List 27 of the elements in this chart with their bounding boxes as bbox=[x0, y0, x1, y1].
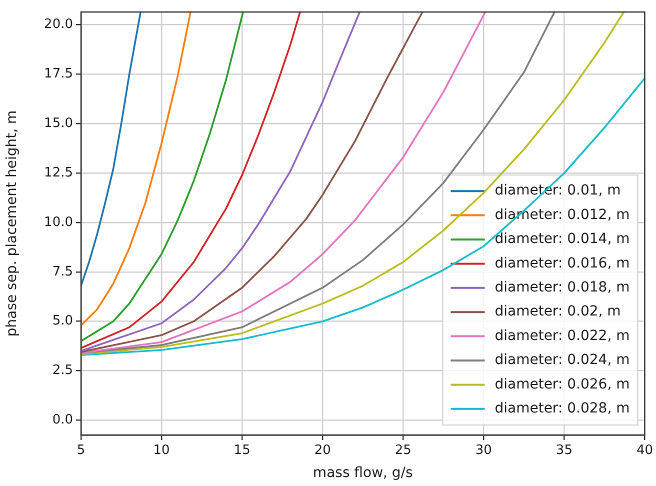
legend-label: diameter: 0.018, m bbox=[494, 280, 630, 296]
legend-label: diameter: 0.026, m bbox=[494, 376, 630, 392]
x-tick-label: 10 bbox=[153, 443, 170, 458]
legend-label: diameter: 0.024, m bbox=[494, 352, 630, 368]
x-axis-title: mass flow, g/s bbox=[312, 465, 413, 482]
y-tick-label: 2.5 bbox=[52, 363, 73, 378]
y-tick-label: 17.5 bbox=[44, 66, 73, 82]
legend-label: diameter: 0.022, m bbox=[494, 328, 630, 344]
x-tick-label: 35 bbox=[556, 443, 572, 458]
x-tick-label: 20 bbox=[314, 443, 331, 458]
y-tick-label: 20.0 bbox=[44, 17, 73, 32]
y-tick-label: 5.0 bbox=[52, 314, 73, 329]
y-tick-label: 7.5 bbox=[52, 264, 73, 280]
y-tick-label: 0.0 bbox=[52, 412, 73, 428]
x-tick-label: 25 bbox=[394, 443, 412, 458]
legend-label: diameter: 0.02, m bbox=[494, 304, 621, 320]
y-tick-label: 15.0 bbox=[44, 116, 73, 132]
x-tick-label: 5 bbox=[76, 443, 86, 458]
x-tick-label: 15 bbox=[234, 443, 250, 458]
y-tick-label: 10.0 bbox=[44, 214, 73, 230]
x-tick-label: 40 bbox=[636, 443, 653, 458]
legend-label: diameter: 0.028, m bbox=[494, 400, 630, 417]
y-axis-title: phase sep. placement height, m bbox=[4, 110, 20, 337]
y-tick-label: 12.5 bbox=[44, 165, 73, 180]
legend-label: diameter: 0.016, m bbox=[494, 255, 630, 272]
legend-label: diameter: 0.014, m bbox=[494, 231, 630, 248]
x-tick-label: 30 bbox=[475, 443, 492, 458]
